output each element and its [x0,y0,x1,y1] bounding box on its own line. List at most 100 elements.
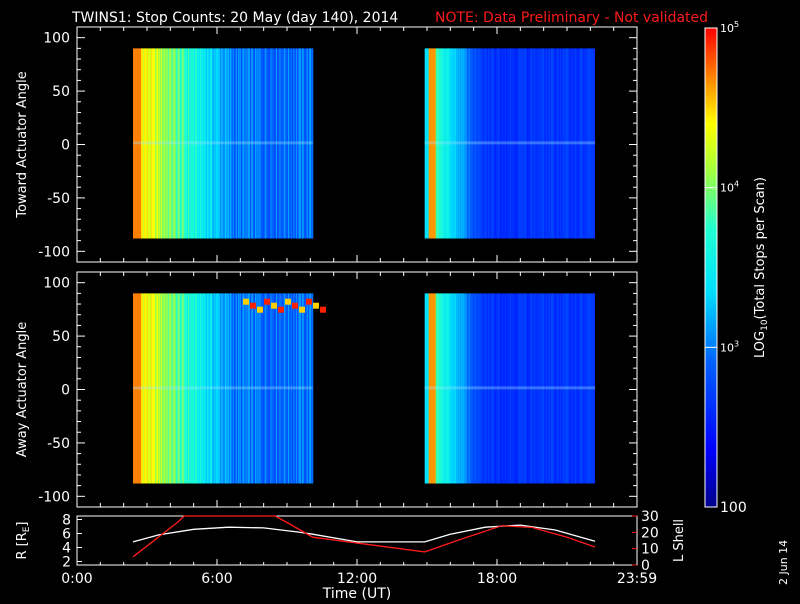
heatmap-column [152,293,154,484]
heatmap-column [143,48,145,239]
date-stamp: 2 Jun 14 [777,540,790,585]
heatmap-column [297,48,299,239]
heatmap-column [466,48,468,239]
heatmap-column [459,293,461,484]
heatmap-column [431,293,433,484]
heatmap-column [476,48,478,239]
heatmap-column [172,293,174,484]
x-tick-label: 12:00 [337,571,377,587]
heatmap-column [475,293,477,484]
heatmap-column [224,293,226,484]
heatmap-column [484,293,486,484]
heatmap-column [243,48,245,239]
heatmap-column [288,293,290,484]
heatmap-column [164,293,166,484]
heatmap-column [139,293,141,484]
heatmap-column [540,48,542,239]
heatmap-column [530,293,532,484]
heatmap-column [571,48,573,239]
heatmap-column [500,48,502,239]
heatmap-column [464,48,466,239]
heatmap-column [137,48,139,239]
heatmap-column [513,48,515,239]
heatmap-column [590,293,592,484]
heatmap-column [235,293,237,484]
heatmap-column [278,293,280,484]
x-tick-label: 6:00 [201,571,232,587]
heatmap-column [261,293,263,484]
heatmap-column [203,293,205,484]
heatmap-column [493,293,495,484]
y-tick-label: -50 [47,191,70,207]
heatmap-column [312,293,314,484]
heatmap-column [150,293,152,484]
heatmap-column [435,293,437,484]
heatmap-column [440,48,442,239]
heatmap-column [473,48,475,239]
heatmap-column [471,293,473,484]
heatmap-column [221,48,223,239]
heatmap-column [147,293,149,484]
heatmap-column [169,48,171,239]
heatmap-column [573,48,575,239]
heatmap-column [182,293,184,484]
heatmap-column [433,48,435,239]
heatmap-column [186,293,188,484]
heatmap-column [527,48,529,239]
heatmap-column [546,293,548,484]
heatmap-column [245,48,247,239]
heatmap-column [463,293,465,484]
heatmap-column [199,48,201,239]
heatmap-column [458,293,460,484]
heatmap-column [553,293,555,484]
heatmap-column [514,48,516,239]
heatmap-column [164,48,166,239]
heatmap-column [143,293,145,484]
heatmap-column [153,48,155,239]
heatmap-column [297,293,299,484]
heatmap-column [238,48,240,239]
heatmap-column [176,293,178,484]
heatmap-column [437,48,439,239]
heatmap-column [230,293,232,484]
heatmap-column [133,48,135,239]
heatmap-column [482,293,484,484]
heatmap-column [212,48,214,239]
heatmap-column [426,293,428,484]
heatmap-column [560,293,562,484]
heatmap-column [211,293,213,484]
heatmap-column [189,48,191,239]
heatmap-column [134,48,136,239]
heatmap-column [492,48,494,239]
heatmap-column [533,293,535,484]
heatmap-column [481,48,483,239]
heatmap-column [142,48,144,239]
heatmap-column [227,293,229,484]
heatmap-column [583,48,585,239]
heatmap-column [247,48,249,239]
heatmap-column [425,48,427,239]
heatmap-column [492,293,494,484]
heatmap-column [187,48,189,239]
heatmap-column [158,293,160,484]
heatmap-column [305,48,307,239]
heatmap-column [281,48,283,239]
heatmap-column [559,48,561,239]
heatmap-column [490,48,492,239]
heatmap-column [449,48,451,239]
heatmap-column [522,293,524,484]
heatmap-column [545,293,547,484]
heatmap-column [424,293,426,484]
heatmap-column [244,48,246,239]
heatmap-column [529,293,531,484]
heatmap-column [269,48,271,239]
heatmap-column [178,48,180,239]
heatmap-column [532,293,534,484]
heatmap-column [575,293,577,484]
heatmap-column [455,293,457,484]
heatmap-column [563,48,565,239]
heatmap-column [257,293,259,484]
heatmap-column [500,293,502,484]
heatmap-column [559,293,561,484]
